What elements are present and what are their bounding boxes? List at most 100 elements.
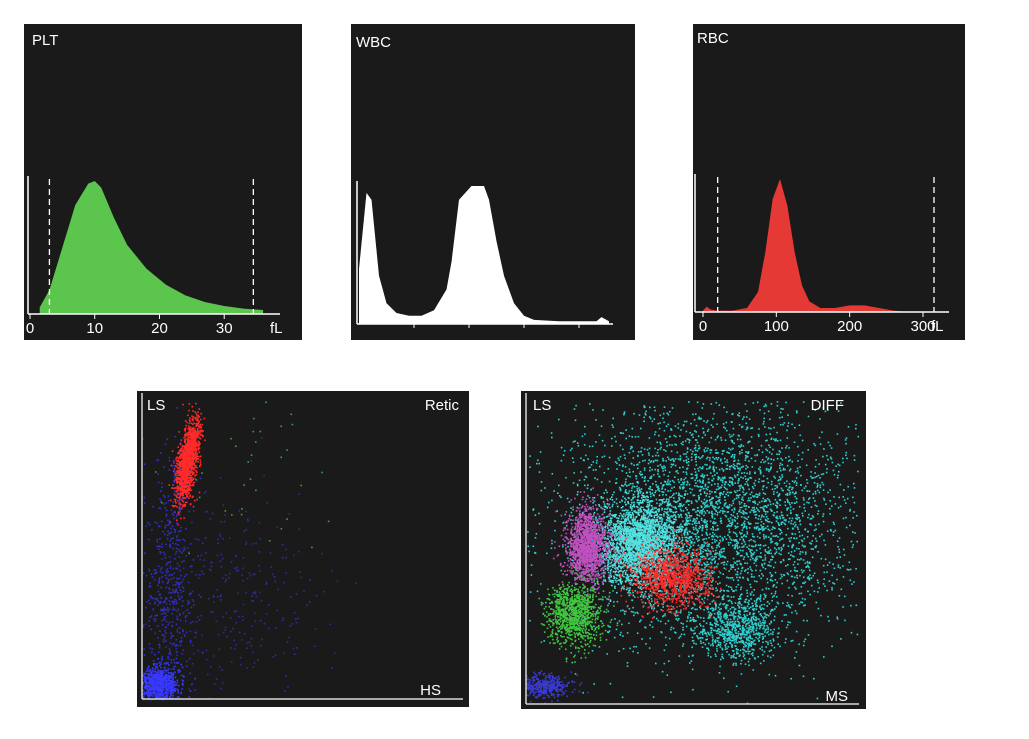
diff-cluster-point <box>747 440 750 443</box>
diff-cluster-point <box>679 466 681 469</box>
diff-cluster-point <box>725 584 728 587</box>
diff-cluster-point <box>529 466 531 468</box>
retic-cluster-point <box>176 610 178 613</box>
retic-cluster-point <box>230 647 232 649</box>
retic-cluster-point <box>189 672 191 675</box>
retic-cluster-point <box>185 452 187 454</box>
diff-cluster-point <box>685 430 688 433</box>
diff-cluster-point <box>595 419 597 421</box>
retic-cluster-point <box>162 641 165 643</box>
retic-cluster-point <box>209 697 211 699</box>
diff-cluster-point <box>562 545 564 548</box>
retic-cluster-point <box>166 694 169 696</box>
retic-cluster-point <box>178 511 181 513</box>
retic-cluster-point <box>157 686 159 689</box>
diff-cluster-point <box>857 435 860 438</box>
diff-cluster-point <box>727 541 730 544</box>
diff-cluster-point <box>666 519 669 522</box>
diff-cluster-point <box>776 401 779 403</box>
retic-cluster-point <box>193 652 195 655</box>
diff-cluster-point <box>739 555 742 557</box>
retic-cluster-point <box>161 679 164 681</box>
retic-cluster-point <box>215 678 218 680</box>
diff-cluster-point <box>810 524 812 526</box>
retic-cluster-point <box>161 671 164 674</box>
retic-cluster-point <box>179 530 182 532</box>
diff-cluster-point <box>705 521 707 524</box>
diff-cluster-point <box>774 547 776 549</box>
diff-cluster-point <box>836 578 838 581</box>
diff-cluster-point <box>807 516 809 519</box>
retic-cluster-point <box>153 572 156 575</box>
diff-cluster-point <box>708 467 710 470</box>
diff-cluster-point <box>767 468 770 471</box>
diff-cluster-point <box>733 547 736 549</box>
retic-cluster-point <box>190 456 192 458</box>
diff-cluster-point <box>711 475 714 477</box>
retic-cluster-point <box>186 448 188 450</box>
diff-cluster-point <box>640 490 642 493</box>
diff-cluster-point <box>674 464 677 467</box>
retic-cluster-point <box>220 553 222 556</box>
retic-cluster-point <box>174 511 176 513</box>
retic-cluster-point <box>174 671 176 674</box>
retic-cluster-point <box>252 543 254 545</box>
diff-cluster-point <box>794 576 796 579</box>
diff-cluster-point <box>553 490 555 492</box>
diff-cluster-point <box>715 466 718 469</box>
retic-cluster-point <box>151 678 153 680</box>
diff-cluster-point <box>753 576 755 578</box>
retic-cluster-point <box>149 582 151 584</box>
retic-cluster-point <box>173 690 176 693</box>
diff-cluster-point <box>700 488 702 491</box>
diff-cluster-point <box>814 472 816 474</box>
diff-cluster-point <box>667 565 670 567</box>
retic-cluster-point <box>172 501 174 504</box>
retic-cluster-point <box>187 480 189 483</box>
retic-cluster-point <box>181 596 183 598</box>
diff-cluster-point <box>606 498 608 501</box>
retic-cluster-point <box>153 686 156 689</box>
diff-cluster-point <box>775 596 778 598</box>
retic-cluster-point <box>176 615 178 618</box>
diff-cluster-point <box>628 607 631 610</box>
retic-cluster-point <box>165 586 168 589</box>
diff-cluster-point <box>679 494 682 497</box>
diff-cluster-point <box>666 513 668 515</box>
diff-cluster-point <box>812 497 815 499</box>
diff-cluster-point <box>634 590 637 592</box>
retic-cluster-point <box>197 425 200 427</box>
retic-cluster-point <box>156 538 158 541</box>
retic-cluster-point <box>213 596 215 598</box>
retic-cluster-point <box>179 614 181 616</box>
retic-cluster-point <box>283 652 285 655</box>
retic-cluster-point <box>281 544 284 546</box>
retic-cluster-point <box>195 419 198 421</box>
diff-cluster-point <box>677 505 680 508</box>
retic-cluster-point <box>165 697 167 699</box>
retic-cluster-point <box>189 477 192 480</box>
diff-cluster-point <box>627 560 629 563</box>
diff-cluster-point <box>729 538 732 540</box>
diff-cluster-point <box>769 539 772 541</box>
diff-cluster-point <box>693 542 696 544</box>
retic-cluster-point <box>286 518 288 520</box>
diff-cluster-point <box>577 491 579 493</box>
retic-cluster-point <box>199 459 201 461</box>
diff-cluster-point <box>696 510 699 512</box>
diff-cluster-point <box>758 501 761 504</box>
diff-cluster-point <box>814 537 817 540</box>
retic-cluster-point <box>171 487 173 489</box>
retic-cluster-point <box>202 573 205 575</box>
diff-cluster-point <box>640 488 643 490</box>
retic-cluster-point <box>160 663 162 665</box>
diff-cluster-point <box>652 696 655 698</box>
diff-cluster-point <box>720 439 723 441</box>
diff-cluster-point <box>793 581 795 584</box>
retic-cluster-point <box>182 590 185 592</box>
diff-cluster-point <box>799 523 802 526</box>
retic-cluster-point <box>166 606 169 609</box>
diff-cluster-point <box>707 428 710 431</box>
diff-cluster-point <box>699 493 702 495</box>
diff-cluster-point <box>706 506 708 508</box>
